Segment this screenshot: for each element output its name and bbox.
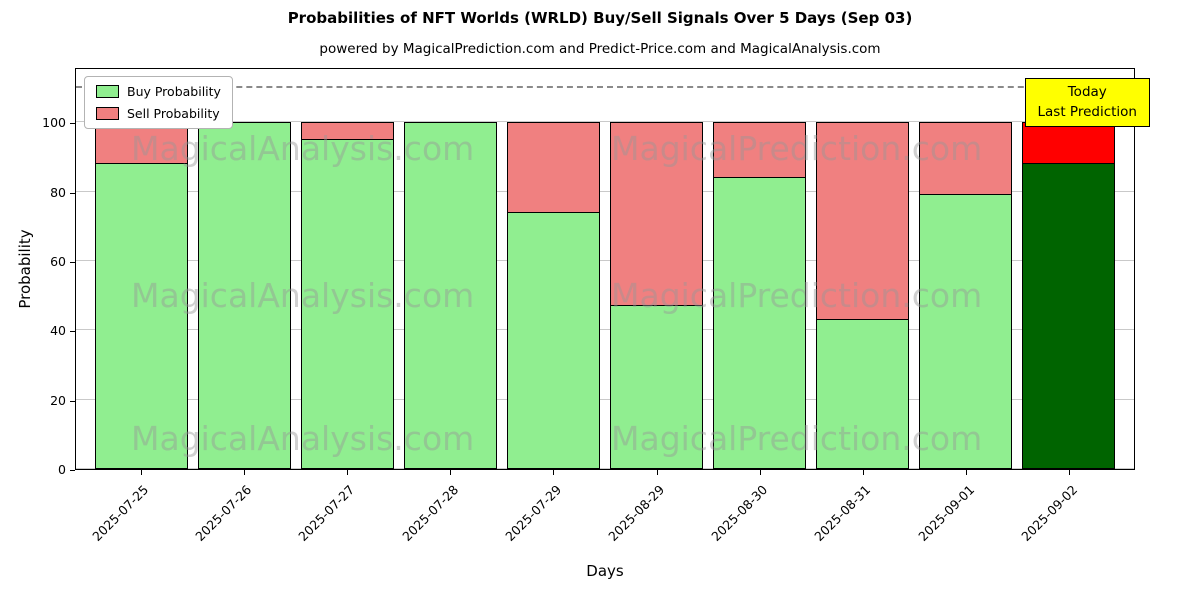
x-axis-label: Days [586,562,624,580]
legend-item-sell: Sell Probability [96,106,221,121]
bar-slot [1017,69,1120,469]
x-tick-mark [966,470,968,475]
stacked-bar-2025-08-29 [610,122,703,469]
bar-slot [193,69,296,469]
gridline [76,121,1134,123]
buy-segment [507,212,600,469]
buy-segment [816,319,909,469]
x-tick-mark [1069,470,1071,475]
buy-segment [919,195,1012,469]
gridline [76,398,1134,400]
stacked-bar-2025-07-29 [507,122,600,469]
bar-slot [708,69,811,469]
x-tick-label: 2025-07-26 [192,482,255,544]
x-tick-label: 2025-07-29 [502,482,565,544]
x-tick-mark [759,470,761,475]
stacked-bar-2025-07-27 [301,122,394,469]
sell-segment [816,122,909,320]
x-tick-label: 2025-07-25 [89,482,152,544]
buy-segment [1022,164,1115,469]
x-tick-label: 2025-08-29 [605,482,668,544]
x-tick-mark [863,470,864,475]
today-annotation: Today Last Prediction [1024,78,1150,127]
x-tick-label: 2025-09-01 [914,482,977,544]
stacked-bar-2025-09-02 [1022,122,1115,469]
buy-swatch-icon [96,85,119,98]
x-tick-label: 2025-08-31 [811,482,874,544]
bar-slot [605,69,708,469]
y-tick-label: 40 [50,323,66,339]
annotation-line2: Last Prediction [1037,104,1137,121]
buy-segment [301,139,394,469]
chart-subtitle: powered by MagicalPrediction.com and Pre… [319,41,881,57]
stacked-bar-2025-08-31 [816,122,909,469]
y-tick-label: 100 [42,115,66,131]
bar-slot [90,69,193,469]
y-tick-mark [70,192,75,194]
y-tick-label: 60 [50,254,66,270]
sell-segment [610,122,703,307]
bar-slot [914,69,1017,469]
x-tick-label: 2025-09-02 [1018,482,1081,544]
legend-sell-label: Sell Probability [127,106,220,121]
y-tick-label: 80 [50,184,66,200]
x-tick-mark [553,470,555,475]
sell-segment [301,122,394,140]
y-tick-mark [70,331,75,333]
dashed-threshold-line [76,85,1134,88]
stacked-bar-2025-09-01 [919,122,1012,469]
stacked-bar-2025-07-28 [404,122,497,469]
x-tick-mark [243,470,245,475]
legend-buy-label: Buy Probability [127,84,221,99]
gridline [76,329,1134,331]
y-tick-label: 20 [50,392,66,408]
x-tick-label: 2025-07-28 [398,482,461,544]
y-tick-mark [70,123,75,125]
y-tick-label: 0 [58,462,66,477]
buy-segment [95,164,188,469]
x-tick-mark [450,470,452,475]
bar-slot [296,69,399,469]
sell-segment [1022,122,1115,165]
x-tick-mark [656,470,658,475]
gridline [76,260,1134,262]
sell-segment [713,122,806,178]
sell-segment [95,122,188,165]
plot-area: Buy Probability Sell Probability Today L… [75,68,1150,470]
x-tick-mark [347,470,348,475]
legend: Buy Probability Sell Probability [84,76,233,129]
y-tick-mark [70,262,75,264]
chart-title: Probabilities of NFT Worlds (WRLD) Buy/S… [287,9,913,27]
sell-segment [507,122,600,213]
stacked-bar-2025-08-30 [713,122,806,469]
stacked-bar-2025-07-26 [198,122,291,469]
bar-slot [502,69,605,469]
gridline [76,190,1134,192]
annotation-line1: Today [1067,84,1107,100]
legend-item-buy: Buy Probability [96,84,221,99]
y-tick-mark [70,400,75,402]
bars-container [76,69,1134,469]
buy-segment [610,306,703,469]
buy-segment [404,122,497,469]
bar-slot [399,69,502,469]
gridline [76,468,1134,469]
x-tick-label: 2025-08-30 [708,482,771,544]
sell-segment [919,122,1012,196]
x-tick-mark [140,470,142,475]
sell-swatch-icon [96,107,119,120]
stacked-bar-2025-07-25 [95,122,188,469]
y-tick-mark [70,470,75,471]
buy-segment [713,177,806,469]
buy-segment [198,122,291,469]
x-tick-label: 2025-07-27 [295,482,358,544]
bar-slot [811,69,914,469]
